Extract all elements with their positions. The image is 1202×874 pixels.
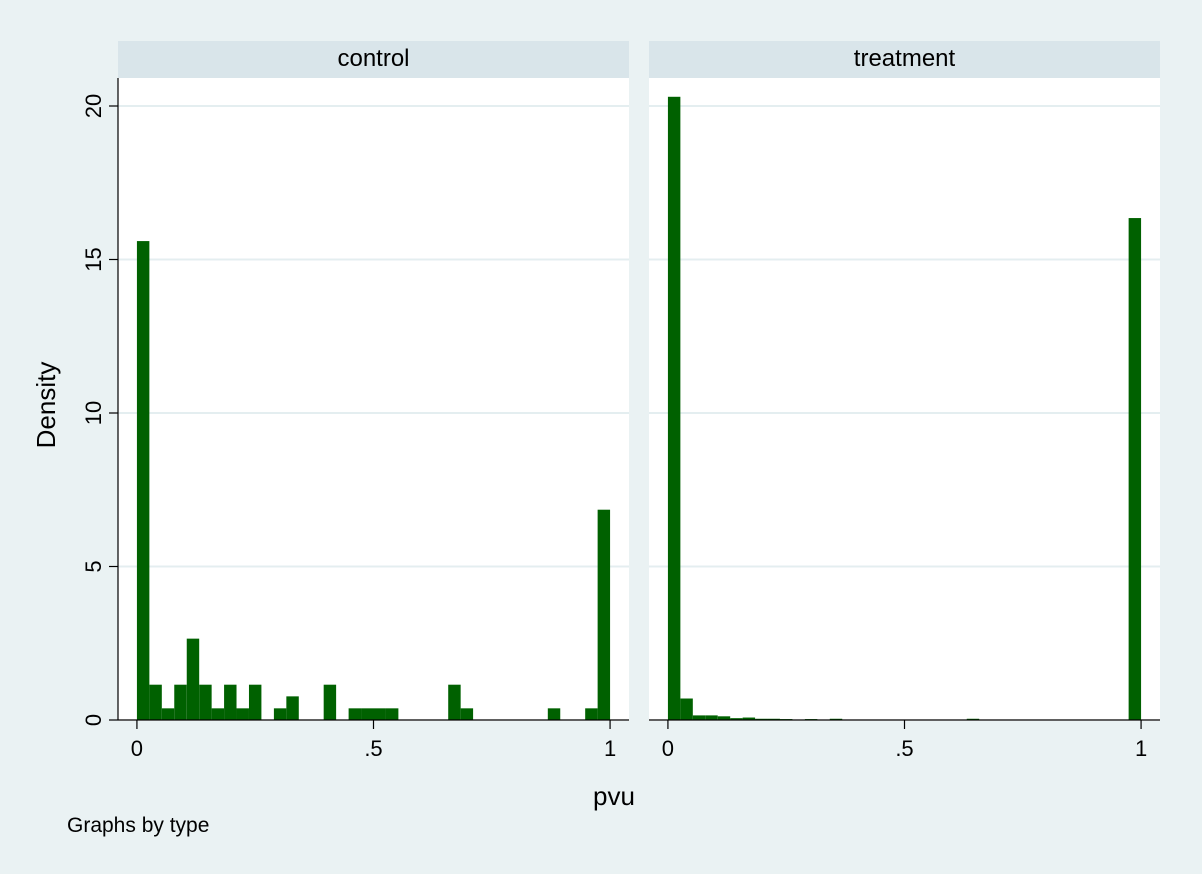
histogram-bar (373, 708, 386, 720)
histogram-bar (273, 708, 287, 720)
x-tick-label: 1 (604, 736, 616, 761)
histogram-bar (547, 708, 561, 720)
x-tick-label: 1 (1135, 736, 1147, 761)
histogram-bar (1128, 218, 1142, 720)
x-tick-label: 0 (662, 736, 674, 761)
y-tick-label: 0 (81, 714, 106, 726)
histogram-bar (361, 708, 374, 720)
histogram-bar (966, 718, 980, 720)
y-tick-label: 10 (81, 401, 106, 425)
y-tick-label: 20 (81, 94, 106, 118)
histogram-bar (199, 684, 212, 720)
histogram-bar (742, 717, 756, 720)
histogram-bar (585, 708, 598, 720)
histogram-bar (224, 684, 237, 720)
histogram-bar (136, 241, 150, 720)
histogram-bar (186, 638, 200, 720)
histogram-bar (286, 696, 299, 720)
histogram-bar (717, 716, 731, 720)
panel-title: treatment (854, 45, 956, 72)
histogram-bar (211, 708, 225, 720)
x-tick-label: 0 (131, 736, 143, 761)
histogram-bar (460, 708, 474, 720)
x-axis-label: pvu (593, 781, 635, 811)
histogram-bar (597, 509, 611, 720)
panel-title: control (337, 45, 409, 72)
histogram-bar (667, 96, 681, 721)
histogram-bar (767, 718, 780, 720)
histogram-bar (680, 698, 693, 720)
histogram-bar (248, 684, 262, 720)
histogram-bar (755, 718, 768, 720)
histogram-bar (161, 708, 175, 720)
histogram-bar (149, 684, 162, 720)
histogram-bar (236, 708, 249, 720)
histogram-bar (385, 708, 399, 720)
y-tick-label: 15 (81, 247, 106, 271)
histogram-bar (692, 715, 706, 720)
graphs-by-note: Graphs by type (67, 814, 209, 837)
panel-header (649, 41, 1160, 78)
histogram-bar (448, 684, 461, 720)
histogram-bar (348, 708, 362, 720)
histogram-bar (730, 718, 743, 720)
x-tick-label: .5 (895, 736, 913, 761)
plot-area (649, 78, 1160, 721)
x-tick-label: .5 (364, 736, 382, 761)
histogram-bar (829, 718, 843, 720)
plot-area (118, 78, 629, 721)
histogram-bar (174, 684, 187, 720)
panel-treatment: treatment 0 .5 1 (649, 41, 1160, 761)
histogram-bar (323, 684, 337, 720)
y-axis-label: Density (31, 362, 61, 449)
y-tick-label: 5 (81, 560, 106, 572)
histogram-bar (705, 715, 718, 720)
panel-header (118, 41, 629, 78)
